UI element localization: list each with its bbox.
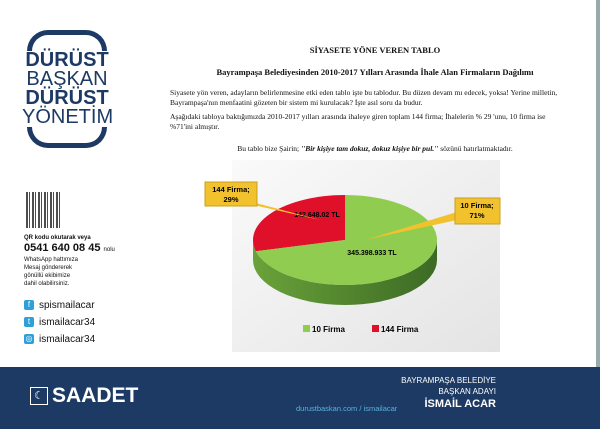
callout-text: 71% [469,211,484,220]
data-label-10-firma: 345.398.933 TL [347,250,397,257]
logo-line: BAŞKAN [26,68,108,90]
website-link[interactable]: durustbaskan.com / ismailacar [296,404,398,413]
twitter-icon: t [24,317,34,327]
callout-144-firma [204,181,258,207]
qr-code[interactable] [26,192,62,228]
crescent-star-icon: ☾ [30,387,48,405]
logo-line: DÜRÜST [25,87,109,109]
logo-line: DÜRÜST [25,49,109,71]
whatsapp-text: WhatsApp hattımıza Mesaj göndererek gönü… [24,256,78,288]
social-links: f spismailacar t ismailacar34 ◎ ismailacar3… [24,298,95,346]
legend-label: 10 Firma [312,325,345,334]
pie-slice-10-firma [255,195,437,285]
facebook-link[interactable]: f spismailacar [24,298,95,312]
candidate-info: BAYRAMPAŞA BELEDİYE BAŞKAN ADAYI İSMAİL … [401,375,496,411]
callout-text: 29% [223,195,238,204]
durust-baskan-logo: DÜRÜST BAŞKAN DÜRÜST YÖNETİM [22,30,114,148]
handle: spismailacar [39,299,95,311]
text-line: gönüllü ekibimize [24,273,71,279]
document-title: SİYASETE YÖNE VEREN TABLO [309,45,441,55]
role: BAŞKAN ADAYI [438,387,496,396]
text-line: WhatsApp hattımıza [24,257,79,263]
saadet-brand: SAADET [52,384,139,407]
paragraph-2: Aşağıdaki tabloya baktığımızda 2010-2017… [170,112,546,131]
text-line: Mesaj göndererek [24,265,73,271]
legend-label: 144 Firma [381,325,419,334]
document-subtitle: Bayrampaşa Belediyesinden 2010-2017 Yıll… [216,67,534,77]
legend-swatch-10-firma [303,325,310,332]
callout-text: 144 Firma; [212,185,250,194]
role: BAYRAMPAŞA BELEDİYE [401,376,496,385]
callout-10-firma [454,197,501,225]
page-border [596,0,600,367]
legend-swatch-144-firma [372,325,379,332]
handle: ismailacar34 [39,333,96,345]
candidate-name: İSMAİL ACAR [424,398,497,410]
handle: ismailacar34 [39,316,96,328]
facebook-icon: f [24,300,34,310]
pie-slice-144-firma [253,195,345,252]
phone-number: 0541 640 08 45 nolu [24,242,115,254]
callout-text: 10 Firma; [460,201,493,210]
text-line: dahil olabilirsiniz. [24,281,70,287]
pie-depth [253,240,437,305]
twitter-link[interactable]: t ismailacar34 [24,315,95,329]
pie-chart: 142.648.02 TL 345.398.933 TL 144 Firma;29%… [204,160,501,352]
qr-text: QR kodu okutarak veya [24,235,91,241]
instagram-link[interactable]: ◎ ismailacar34 [24,332,95,346]
callout-pointer [365,212,457,240]
callout-pointer [240,202,320,220]
quote: ''Bir kişiye tam dokuz, dokuz kişiye bir… [301,144,439,153]
legend: 10 Firma 144 Firma [303,325,419,334]
quote-pre: Bu tablo bize Şairin; [237,144,302,153]
phone: 0541 640 08 45 [24,242,101,254]
instagram-icon: ◎ [24,334,34,344]
logo-line: YÖNETİM [22,106,114,128]
paragraph-1: Siyasete yön veren, adayların belirlenme… [170,88,558,107]
data-label-144-firma: 142.648.02 TL [294,212,340,219]
footer: ☾ SAADET durustbaskan.com / ismailacar B… [0,367,600,429]
quote-post: sözünü hatırlatmaktadır. [438,144,513,153]
phone-suffix: nolu [103,247,115,253]
quote-line: Bu tablo bize Şairin; ''Bir kişiye tam d… [165,144,585,154]
